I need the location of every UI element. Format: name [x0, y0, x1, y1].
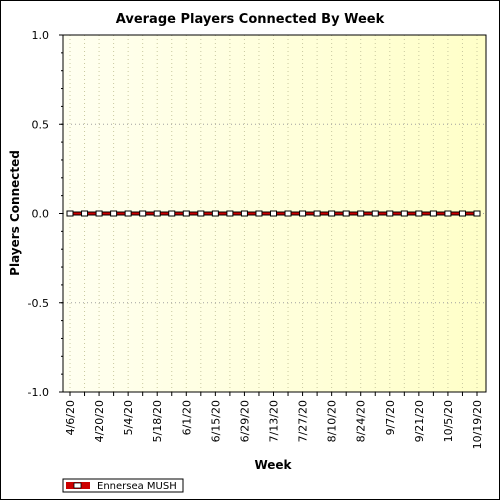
- data-point: [342, 210, 350, 217]
- data-point: [110, 210, 118, 217]
- data-point: [371, 210, 379, 217]
- data-point: [299, 210, 307, 217]
- data-point: [124, 210, 132, 217]
- x-axis-title: Week: [254, 458, 292, 472]
- data-point: [66, 210, 74, 217]
- x-tick-label: 10/19/20: [471, 400, 484, 449]
- data-point: [473, 210, 481, 217]
- legend: Ennersea MUSH: [62, 478, 184, 493]
- data-point: [429, 210, 437, 217]
- y-tick-label: -0.5: [28, 297, 49, 310]
- plot-area: 1.0 0.5 0.0 -0.5 -1.0 4/6/20 4/20/20 5/4/20 5/18…: [28, 29, 487, 449]
- data-point: [226, 210, 234, 217]
- x-tick-label: 9/7/20: [384, 400, 397, 435]
- legend-marker: [73, 482, 82, 489]
- x-tick-label: 5/4/20: [122, 400, 135, 435]
- legend-box: [62, 478, 184, 493]
- data-point: [313, 210, 321, 217]
- data-point: [328, 210, 336, 217]
- x-tick-label: 10/5/20: [442, 400, 455, 442]
- y-tick-label: 1.0: [32, 29, 50, 42]
- data-point: [255, 210, 263, 217]
- data-point: [197, 210, 205, 217]
- data-point: [270, 210, 277, 217]
- plot-border: [62, 34, 487, 393]
- data-point: [458, 210, 466, 217]
- x-tick-label: 5/18/20: [151, 400, 164, 442]
- x-tick-label: 7/27/20: [297, 400, 310, 442]
- chart-title: Average Players Connected By Week: [116, 12, 385, 27]
- data-point: [386, 210, 394, 217]
- data-point: [444, 210, 452, 217]
- data-point: [81, 210, 89, 217]
- data-point: [211, 210, 219, 217]
- data-point: [240, 210, 248, 217]
- x-tick-label: 7/13/20: [268, 400, 281, 442]
- x-tick-label: 6/15/20: [209, 400, 222, 442]
- data-point: [168, 210, 176, 217]
- x-tick-label: 6/1/20: [180, 400, 193, 435]
- y-tick-label: -1.0: [28, 386, 49, 399]
- x-tick-label: 8/10/20: [326, 400, 339, 442]
- data-point: [357, 210, 365, 217]
- x-tick-label: 8/24/20: [355, 400, 368, 442]
- data-point: [182, 210, 190, 217]
- x-tick-label: 4/6/20: [64, 400, 77, 435]
- data-point: [400, 210, 408, 217]
- x-tick-label: 9/21/20: [413, 400, 426, 442]
- y-tick-label: 0.0: [32, 208, 50, 221]
- x-tick-label: 6/29/20: [238, 400, 251, 442]
- y-axis-title: Players Connected: [8, 150, 22, 276]
- legend-label: Ennersea MUSH: [97, 481, 177, 492]
- x-tick-label: 4/20/20: [93, 400, 106, 442]
- data-point: [95, 210, 103, 217]
- data-point: [415, 210, 423, 217]
- y-tick-label: 0.5: [32, 118, 50, 131]
- data-point: [139, 210, 147, 217]
- data-point: [153, 210, 161, 217]
- data-point: [284, 210, 292, 217]
